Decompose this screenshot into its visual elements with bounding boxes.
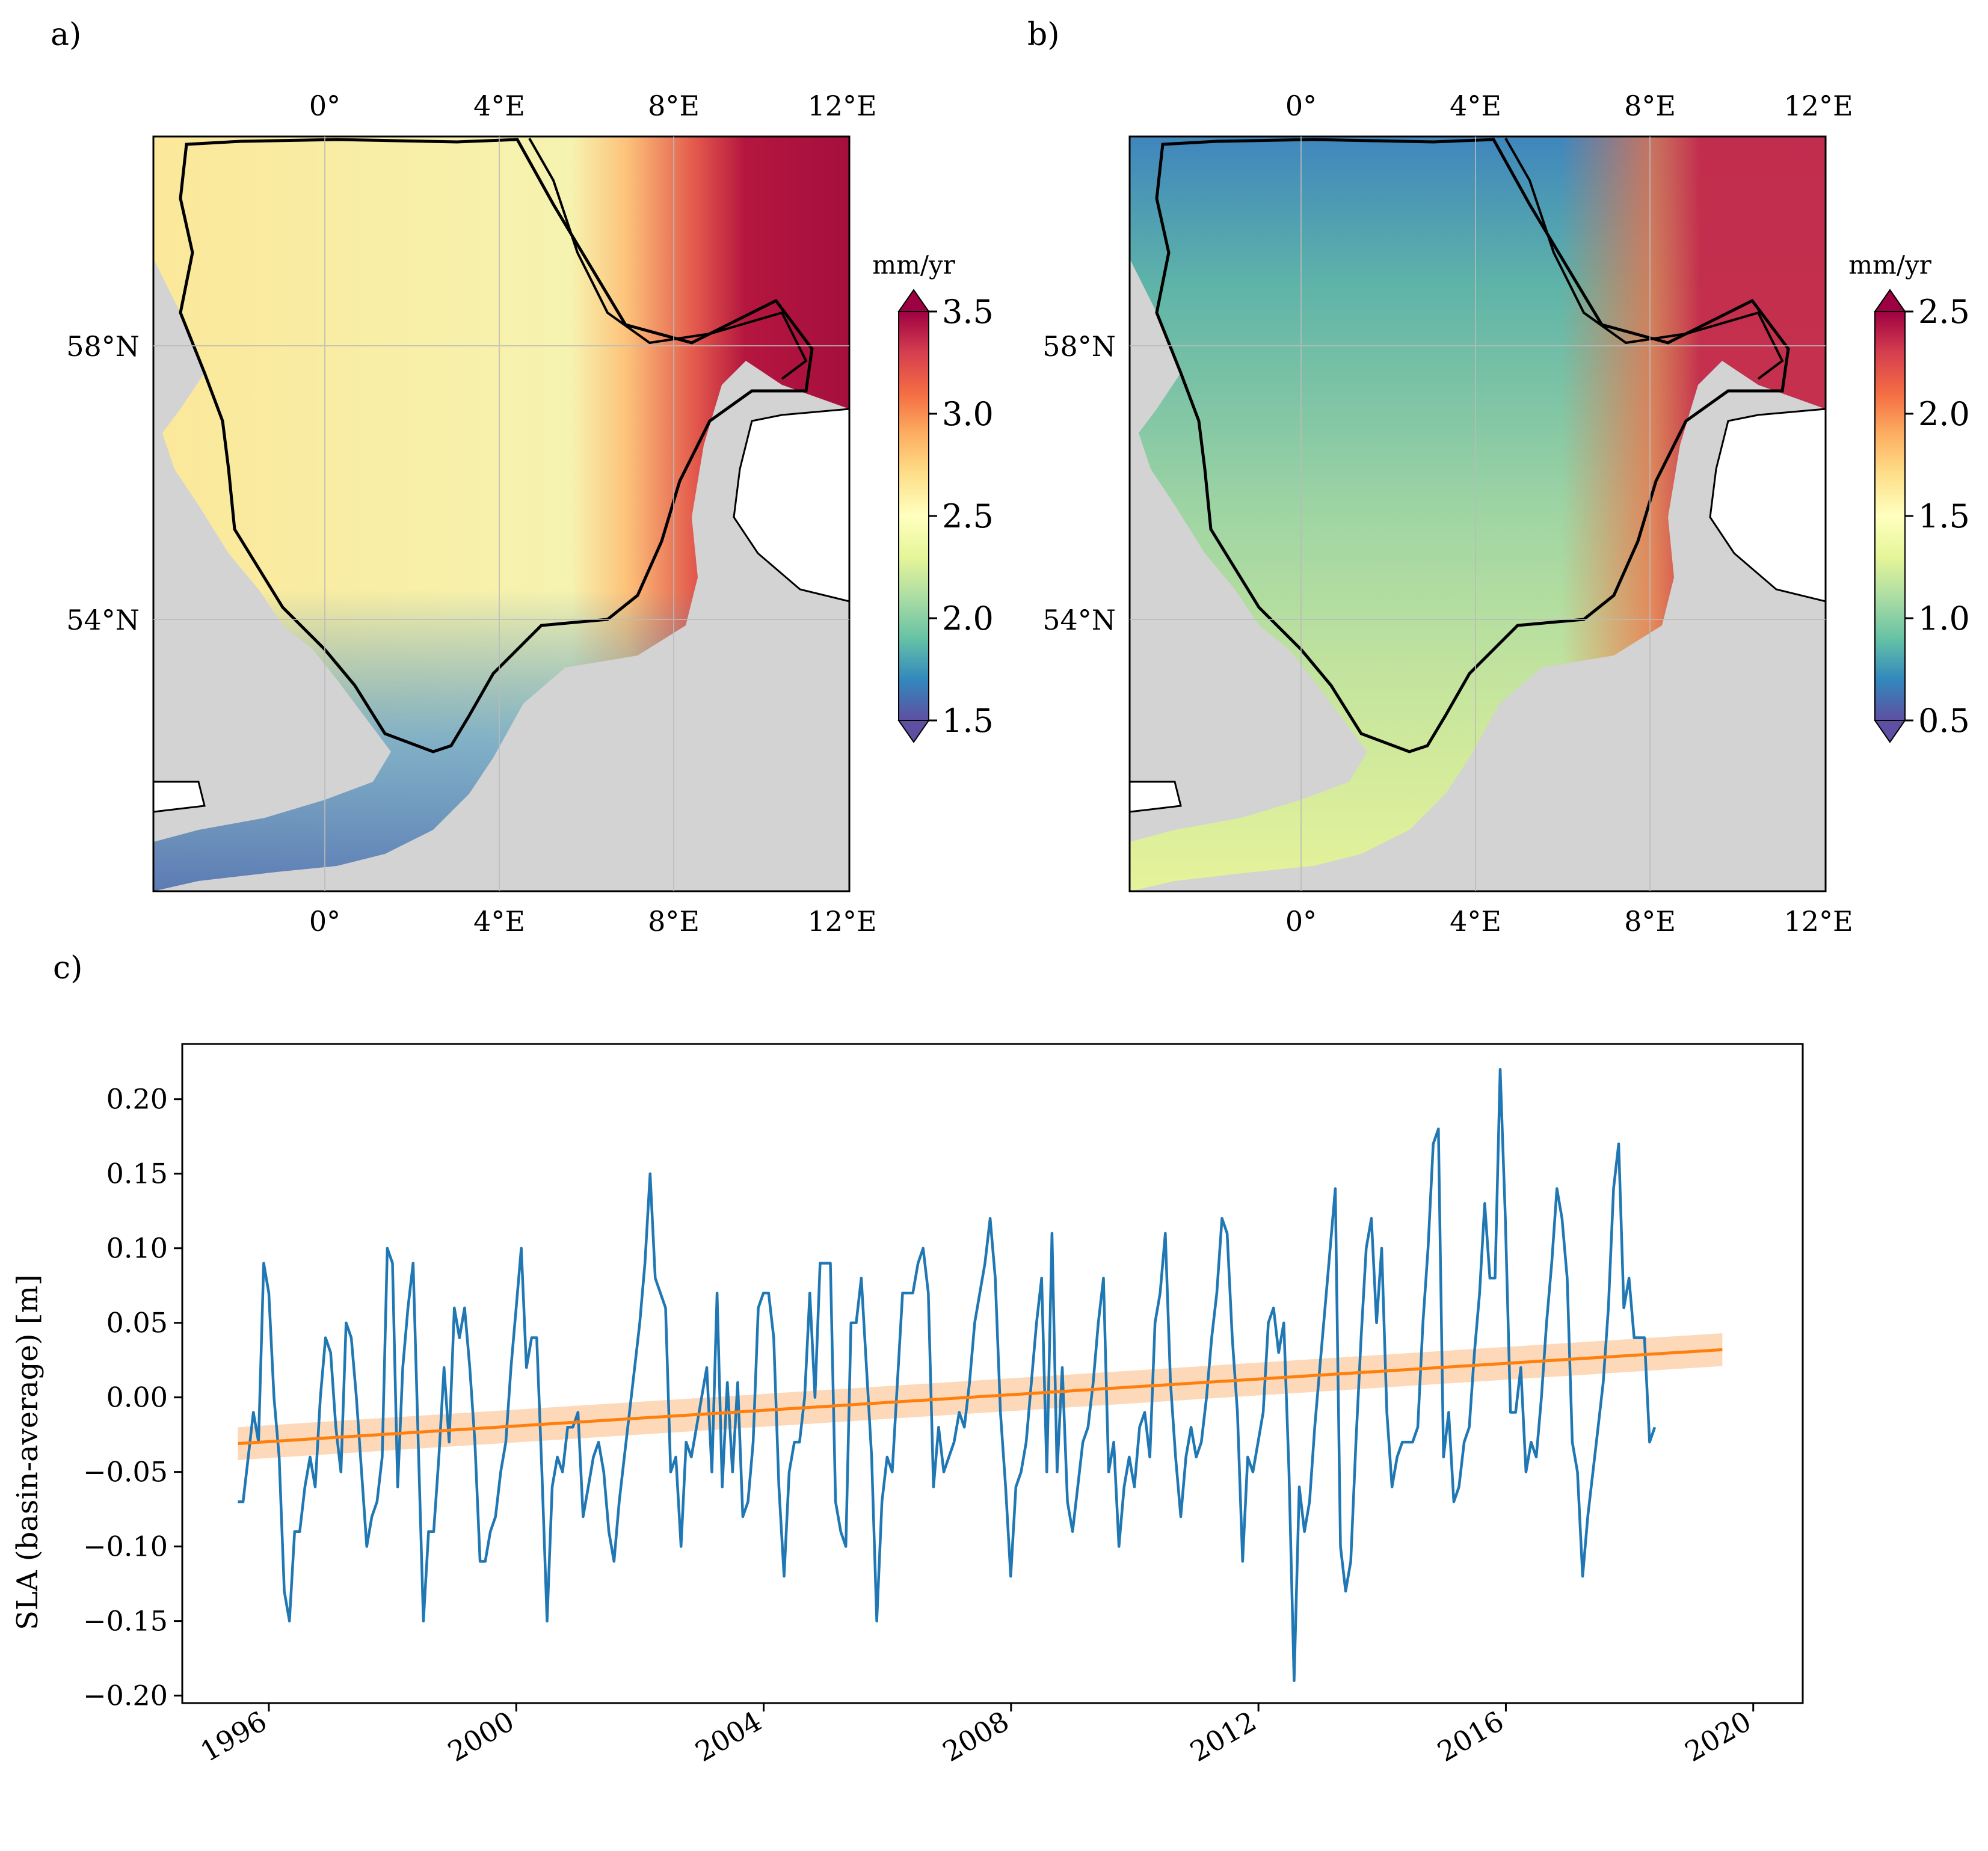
plot-area [238, 1067, 1723, 1683]
lon-tick-bottom: 8°E [1624, 905, 1676, 938]
y-tick-label: 0.00 [106, 1381, 168, 1414]
lon-tick-top: 8°E [648, 90, 700, 122]
lake-inland [1130, 781, 1182, 813]
lon-tick-top: 0° [1285, 90, 1317, 122]
y-tick-label: 0.10 [106, 1232, 168, 1265]
y-axis-label: SLA (basin-average) [m] [11, 1274, 45, 1630]
lat-tick: 58°N [66, 330, 140, 363]
lon-tick-bottom: 4°E [473, 905, 525, 938]
y-tick-label: −0.20 [83, 1680, 168, 1712]
coastline-norway [528, 138, 808, 380]
colorbar-tick: 0.5 [1918, 702, 1970, 740]
colorbar-tick: 2.5 [1918, 293, 1970, 331]
lake-inland [153, 781, 206, 813]
lat-tick: 54°N [1042, 604, 1116, 636]
panel-c-timeseries: c) SLA (basin-average) [m] 0.200.150.100… [11, 950, 1804, 1768]
map-frame [1128, 135, 1827, 892]
colorbar-tick: 3.5 [942, 293, 994, 331]
y-axis: 0.20 0.15 0.10 0.05 0.00 −0.05 −0.10 −0.15 −0.20 [83, 1083, 182, 1712]
panel-b-map: b) 0° 4°E 8°E 12°E 0° 4°E 8°E 12°E [1027, 17, 1970, 938]
x-tick-label: 2020 [1679, 1705, 1756, 1768]
x-tick-label: 2012 [1184, 1705, 1261, 1768]
lon-tick-bottom: 12°E [807, 905, 876, 938]
lon-tick-bottom: 4°E [1450, 905, 1501, 938]
colorbar-tick: 1.5 [1918, 497, 1970, 535]
gridlines [1130, 137, 1826, 891]
lon-tick-bottom: 0° [1285, 905, 1317, 938]
panel-a-label: a) [51, 17, 81, 53]
lon-tick-top: 12°E [807, 90, 876, 122]
colorbar-extend-top [1874, 289, 1906, 312]
colorbar-bar [1874, 311, 1906, 721]
colorbar-extend-bottom [897, 720, 930, 743]
lon-tick-top: 0° [309, 90, 340, 122]
lon-tick-top: 4°E [473, 90, 525, 122]
shelf-contour [1155, 138, 1790, 754]
axes-frame [181, 1043, 1804, 1704]
colorbar-tick: 2.5 [942, 497, 994, 535]
lon-tick-bottom: 8°E [648, 905, 700, 938]
colorbar-b: mm/yr 2.5 2.0 1.5 1.0 0.5 [1848, 250, 1970, 743]
lon-tick-bottom: 0° [309, 905, 340, 938]
x-tick-label: 2016 [1432, 1705, 1509, 1768]
colorbar-tick: 2.0 [942, 600, 994, 637]
y-tick-label: 0.20 [106, 1083, 168, 1116]
y-tick-label: 0.15 [106, 1158, 168, 1190]
colorbar-bar [898, 311, 929, 721]
y-tick-label: −0.10 [83, 1530, 168, 1563]
colorbar-tick: 3.0 [942, 395, 994, 433]
panel-a-map: a) 0° 4°E 8°E 12°E 0° 4°E 8°E 12°E [51, 17, 994, 938]
colorbar-tick: 2.0 [1918, 395, 1970, 433]
sla-series-line [238, 1067, 1657, 1683]
x-axis: 1996 2000 2004 2008 2012 2016 2020 [195, 1703, 1756, 1768]
colorbar-extend-bottom [1874, 720, 1906, 743]
shelf-contour [179, 138, 814, 754]
x-tick-label: 2004 [690, 1705, 767, 1768]
lon-tick-top: 4°E [1450, 90, 1501, 122]
map-frame [152, 135, 851, 892]
colorbar-tick: 1.5 [942, 702, 994, 740]
x-tick-label: 2000 [442, 1705, 519, 1768]
trend-line [238, 1348, 1723, 1446]
low-trend-overlay [153, 137, 849, 891]
y-tick-label: 0.05 [106, 1307, 168, 1339]
denmark-islands [1709, 408, 1826, 603]
x-tick-label: 1996 [195, 1705, 272, 1768]
colorbar-unit: mm/yr [1848, 250, 1932, 280]
x-tick-label: 2008 [937, 1705, 1014, 1768]
coastline-norway [1504, 138, 1784, 380]
colorbar-extend-top [897, 289, 930, 312]
gridlines [153, 137, 849, 891]
panel-b-label: b) [1027, 17, 1060, 53]
lat-tick: 54°N [66, 604, 140, 636]
denmark-islands [733, 408, 849, 603]
lon-tick-top: 12°E [1783, 90, 1853, 122]
colorbar-unit: mm/yr [872, 250, 956, 280]
colorbar-tick: 1.0 [1918, 600, 1970, 637]
lon-tick-bottom: 12°E [1783, 905, 1853, 938]
high-trend-overlay [1130, 137, 1826, 891]
panel-c-label: c) [53, 950, 82, 986]
lon-tick-top: 8°E [1624, 90, 1676, 122]
y-tick-label: −0.05 [83, 1456, 168, 1488]
colorbar-a: mm/yr 3.5 3.0 2.5 2.0 1.5 [872, 250, 994, 743]
lat-tick: 58°N [1042, 330, 1116, 363]
y-tick-label: −0.15 [83, 1605, 168, 1638]
